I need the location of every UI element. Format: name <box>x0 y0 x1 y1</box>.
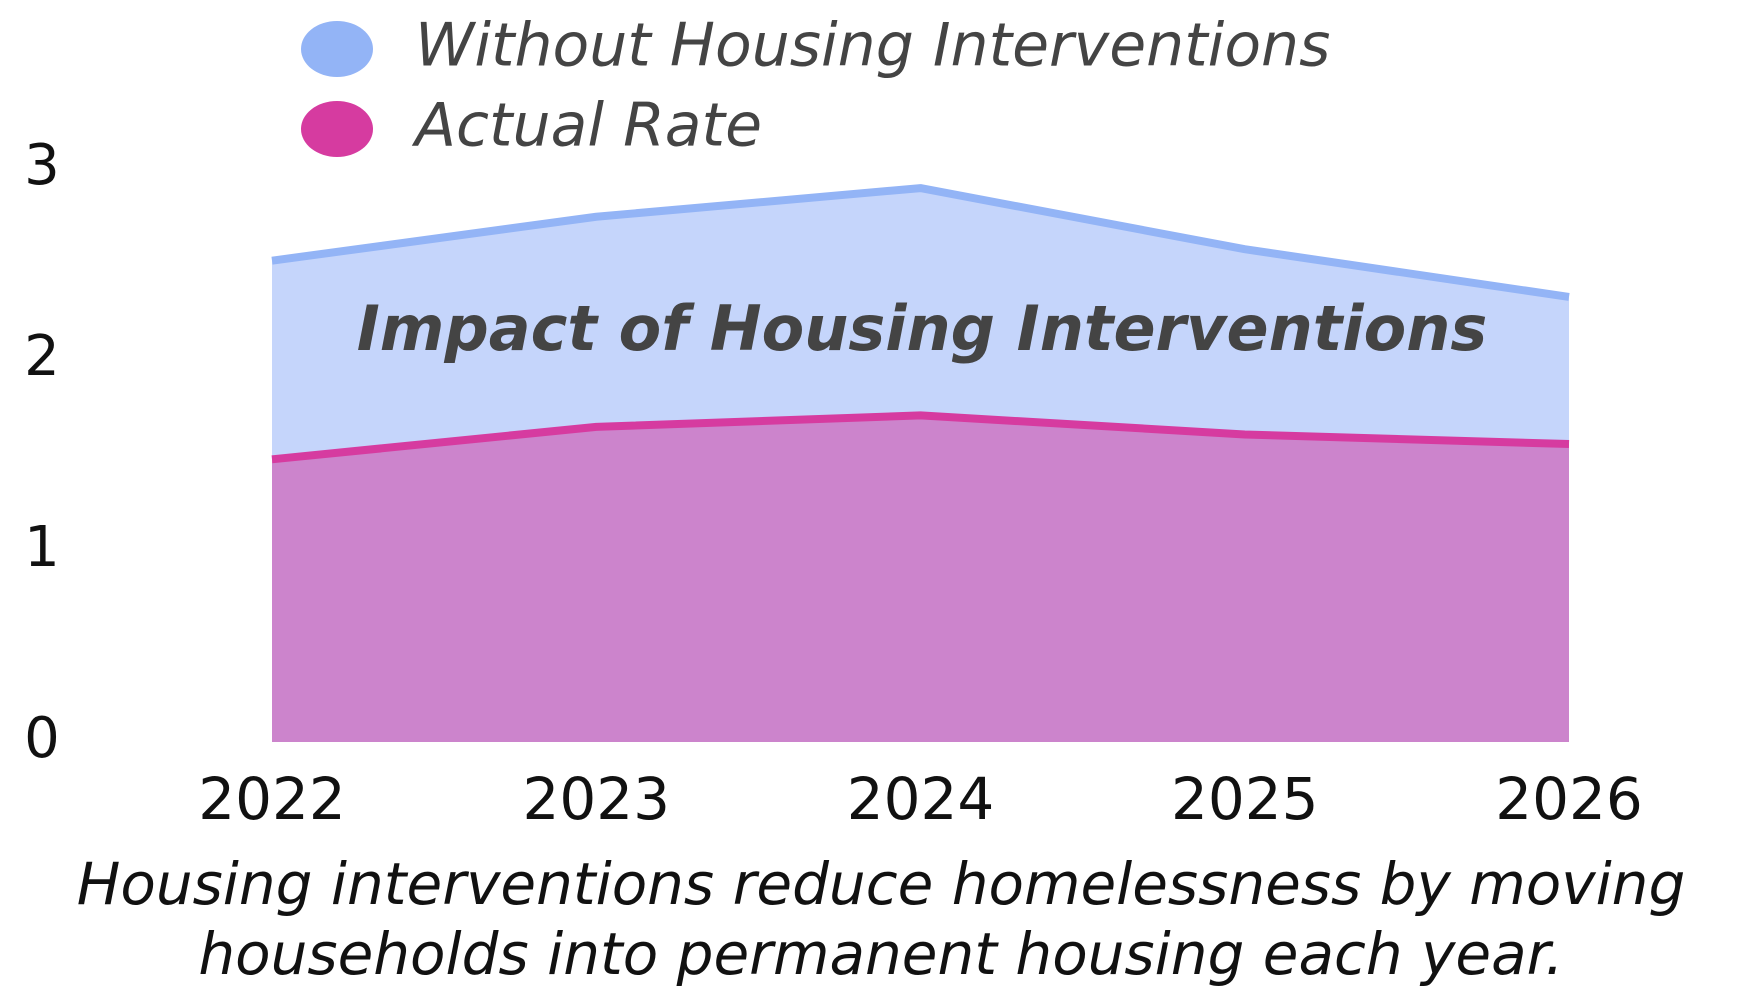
plot <box>271 184 1570 743</box>
y-tick-label: 1 <box>24 515 60 580</box>
x-tick-label: 2024 <box>847 765 995 833</box>
legend-label: Actual Rate <box>411 91 762 161</box>
x-tick-label: 2026 <box>1495 765 1643 833</box>
caption: Housing interventions reduce homelessnes… <box>77 850 1686 918</box>
line <box>271 411 1570 464</box>
legend-swatch <box>301 101 373 157</box>
caption: households into permanent housing each y… <box>198 920 1563 988</box>
x-tick-label: 2022 <box>198 765 346 833</box>
x-tick-label: 2023 <box>522 765 670 833</box>
legend-swatch <box>301 21 373 77</box>
x-tick-label: 2025 <box>1171 765 1319 833</box>
annotation: Impact of Housing Interventions <box>357 292 1488 365</box>
line <box>271 184 1570 301</box>
y-tick-label: 0 <box>24 706 60 771</box>
y-tick-label: 3 <box>24 133 60 198</box>
area <box>272 415 1569 742</box>
y-tick-label: 2 <box>24 324 60 389</box>
legend-label: Without Housing Interventions <box>415 11 1330 81</box>
